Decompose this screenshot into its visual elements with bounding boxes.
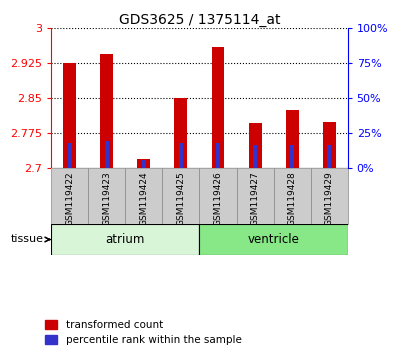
Bar <box>137 159 150 168</box>
Text: GSM119428: GSM119428 <box>288 171 297 226</box>
Bar <box>100 54 113 168</box>
Bar <box>211 47 224 168</box>
Text: GSM119426: GSM119426 <box>213 171 222 226</box>
Bar <box>68 143 72 168</box>
Bar <box>286 110 299 168</box>
Bar <box>179 143 183 168</box>
Bar <box>248 123 261 168</box>
Text: GSM119424: GSM119424 <box>139 171 149 225</box>
Text: ventricle: ventricle <box>248 233 299 246</box>
Text: GSM119423: GSM119423 <box>102 171 111 226</box>
Text: GSM119427: GSM119427 <box>250 171 260 226</box>
Bar <box>327 145 331 168</box>
Text: GSM119429: GSM119429 <box>325 171 334 226</box>
Bar <box>274 168 310 224</box>
Bar <box>216 143 220 168</box>
Text: atrium: atrium <box>106 233 145 246</box>
Bar <box>237 168 274 224</box>
Bar <box>51 224 199 255</box>
Bar <box>162 168 199 224</box>
Bar <box>88 168 126 224</box>
Text: GSM119425: GSM119425 <box>177 171 186 226</box>
Title: GDS3625 / 1375114_at: GDS3625 / 1375114_at <box>119 13 280 27</box>
Bar <box>126 168 162 224</box>
Bar <box>290 145 294 168</box>
Bar <box>51 168 88 224</box>
Bar <box>175 98 188 168</box>
Bar <box>310 168 348 224</box>
Bar <box>105 141 109 168</box>
Text: GSM119422: GSM119422 <box>65 171 74 225</box>
Bar <box>142 160 146 168</box>
Text: tissue: tissue <box>11 234 50 245</box>
Bar <box>323 121 336 168</box>
Bar <box>63 63 76 168</box>
Bar <box>199 224 348 255</box>
Legend: transformed count, percentile rank within the sample: transformed count, percentile rank withi… <box>45 320 241 345</box>
Bar <box>199 168 237 224</box>
Bar <box>253 145 257 168</box>
